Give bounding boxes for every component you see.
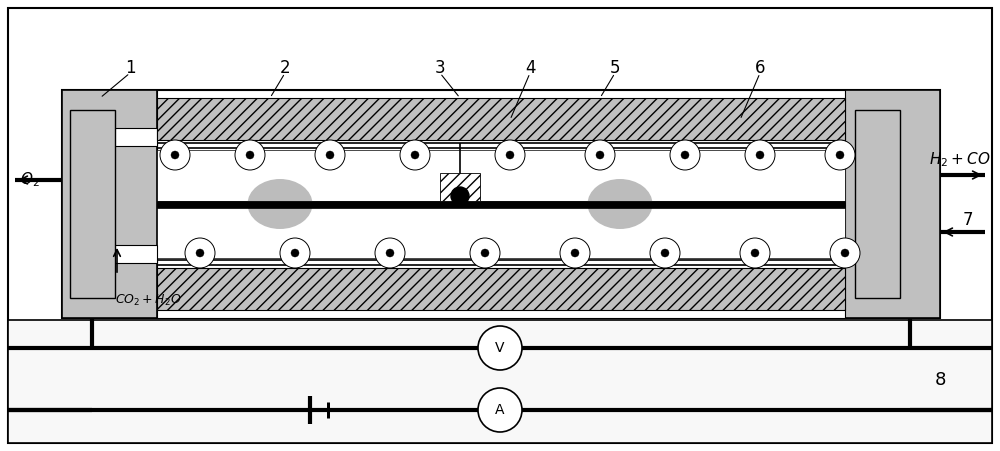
Circle shape — [196, 249, 204, 257]
Circle shape — [751, 249, 759, 257]
Circle shape — [481, 249, 489, 257]
Text: 8: 8 — [934, 371, 946, 389]
Circle shape — [825, 140, 855, 170]
Circle shape — [235, 140, 265, 170]
Circle shape — [681, 151, 689, 159]
Bar — [157, 150, 845, 201]
Circle shape — [171, 151, 179, 159]
Circle shape — [375, 238, 405, 268]
Circle shape — [315, 140, 345, 170]
Text: 1: 1 — [125, 59, 135, 77]
Text: A: A — [495, 403, 505, 417]
Circle shape — [506, 151, 514, 159]
Circle shape — [280, 238, 310, 268]
Text: V: V — [495, 341, 505, 355]
Circle shape — [841, 249, 849, 257]
Circle shape — [326, 151, 334, 159]
Bar — [70, 110, 115, 298]
Circle shape — [478, 326, 522, 370]
Circle shape — [661, 249, 669, 257]
Circle shape — [495, 140, 525, 170]
Ellipse shape — [588, 179, 652, 229]
Text: 4: 4 — [525, 59, 535, 77]
Circle shape — [160, 140, 190, 170]
Bar — [440, 173, 480, 201]
Circle shape — [451, 187, 469, 205]
Text: $H_2+CO$: $H_2+CO$ — [929, 151, 990, 169]
Bar — [157, 98, 845, 140]
Circle shape — [246, 151, 254, 159]
Circle shape — [291, 249, 299, 257]
Circle shape — [411, 151, 419, 159]
Circle shape — [400, 140, 430, 170]
Bar — [82, 128, 157, 146]
Bar — [855, 110, 900, 298]
Circle shape — [740, 238, 770, 268]
Text: $O_2$: $O_2$ — [20, 170, 40, 189]
Bar — [62, 90, 157, 318]
Ellipse shape — [248, 179, 312, 229]
Bar — [8, 320, 992, 443]
Circle shape — [830, 238, 860, 268]
Circle shape — [478, 388, 522, 432]
Bar — [845, 90, 940, 318]
Circle shape — [571, 249, 579, 257]
Text: 3: 3 — [435, 59, 445, 77]
Circle shape — [836, 151, 844, 159]
Text: $CO_2+H_2O$: $CO_2+H_2O$ — [115, 292, 181, 308]
Text: 7: 7 — [963, 211, 973, 229]
Circle shape — [670, 140, 700, 170]
Bar — [157, 205, 845, 318]
Bar — [157, 207, 845, 258]
Circle shape — [185, 238, 215, 268]
Text: 5: 5 — [610, 59, 620, 77]
Bar — [157, 90, 845, 205]
Circle shape — [560, 238, 590, 268]
Bar — [157, 201, 845, 208]
Circle shape — [596, 151, 604, 159]
Circle shape — [756, 151, 764, 159]
Bar — [62, 90, 940, 318]
Circle shape — [650, 238, 680, 268]
Circle shape — [470, 238, 500, 268]
Bar — [82, 245, 157, 263]
Circle shape — [386, 249, 394, 257]
Circle shape — [585, 140, 615, 170]
Circle shape — [745, 140, 775, 170]
Bar — [157, 268, 845, 310]
Text: 2: 2 — [280, 59, 290, 77]
Text: 6: 6 — [755, 59, 765, 77]
